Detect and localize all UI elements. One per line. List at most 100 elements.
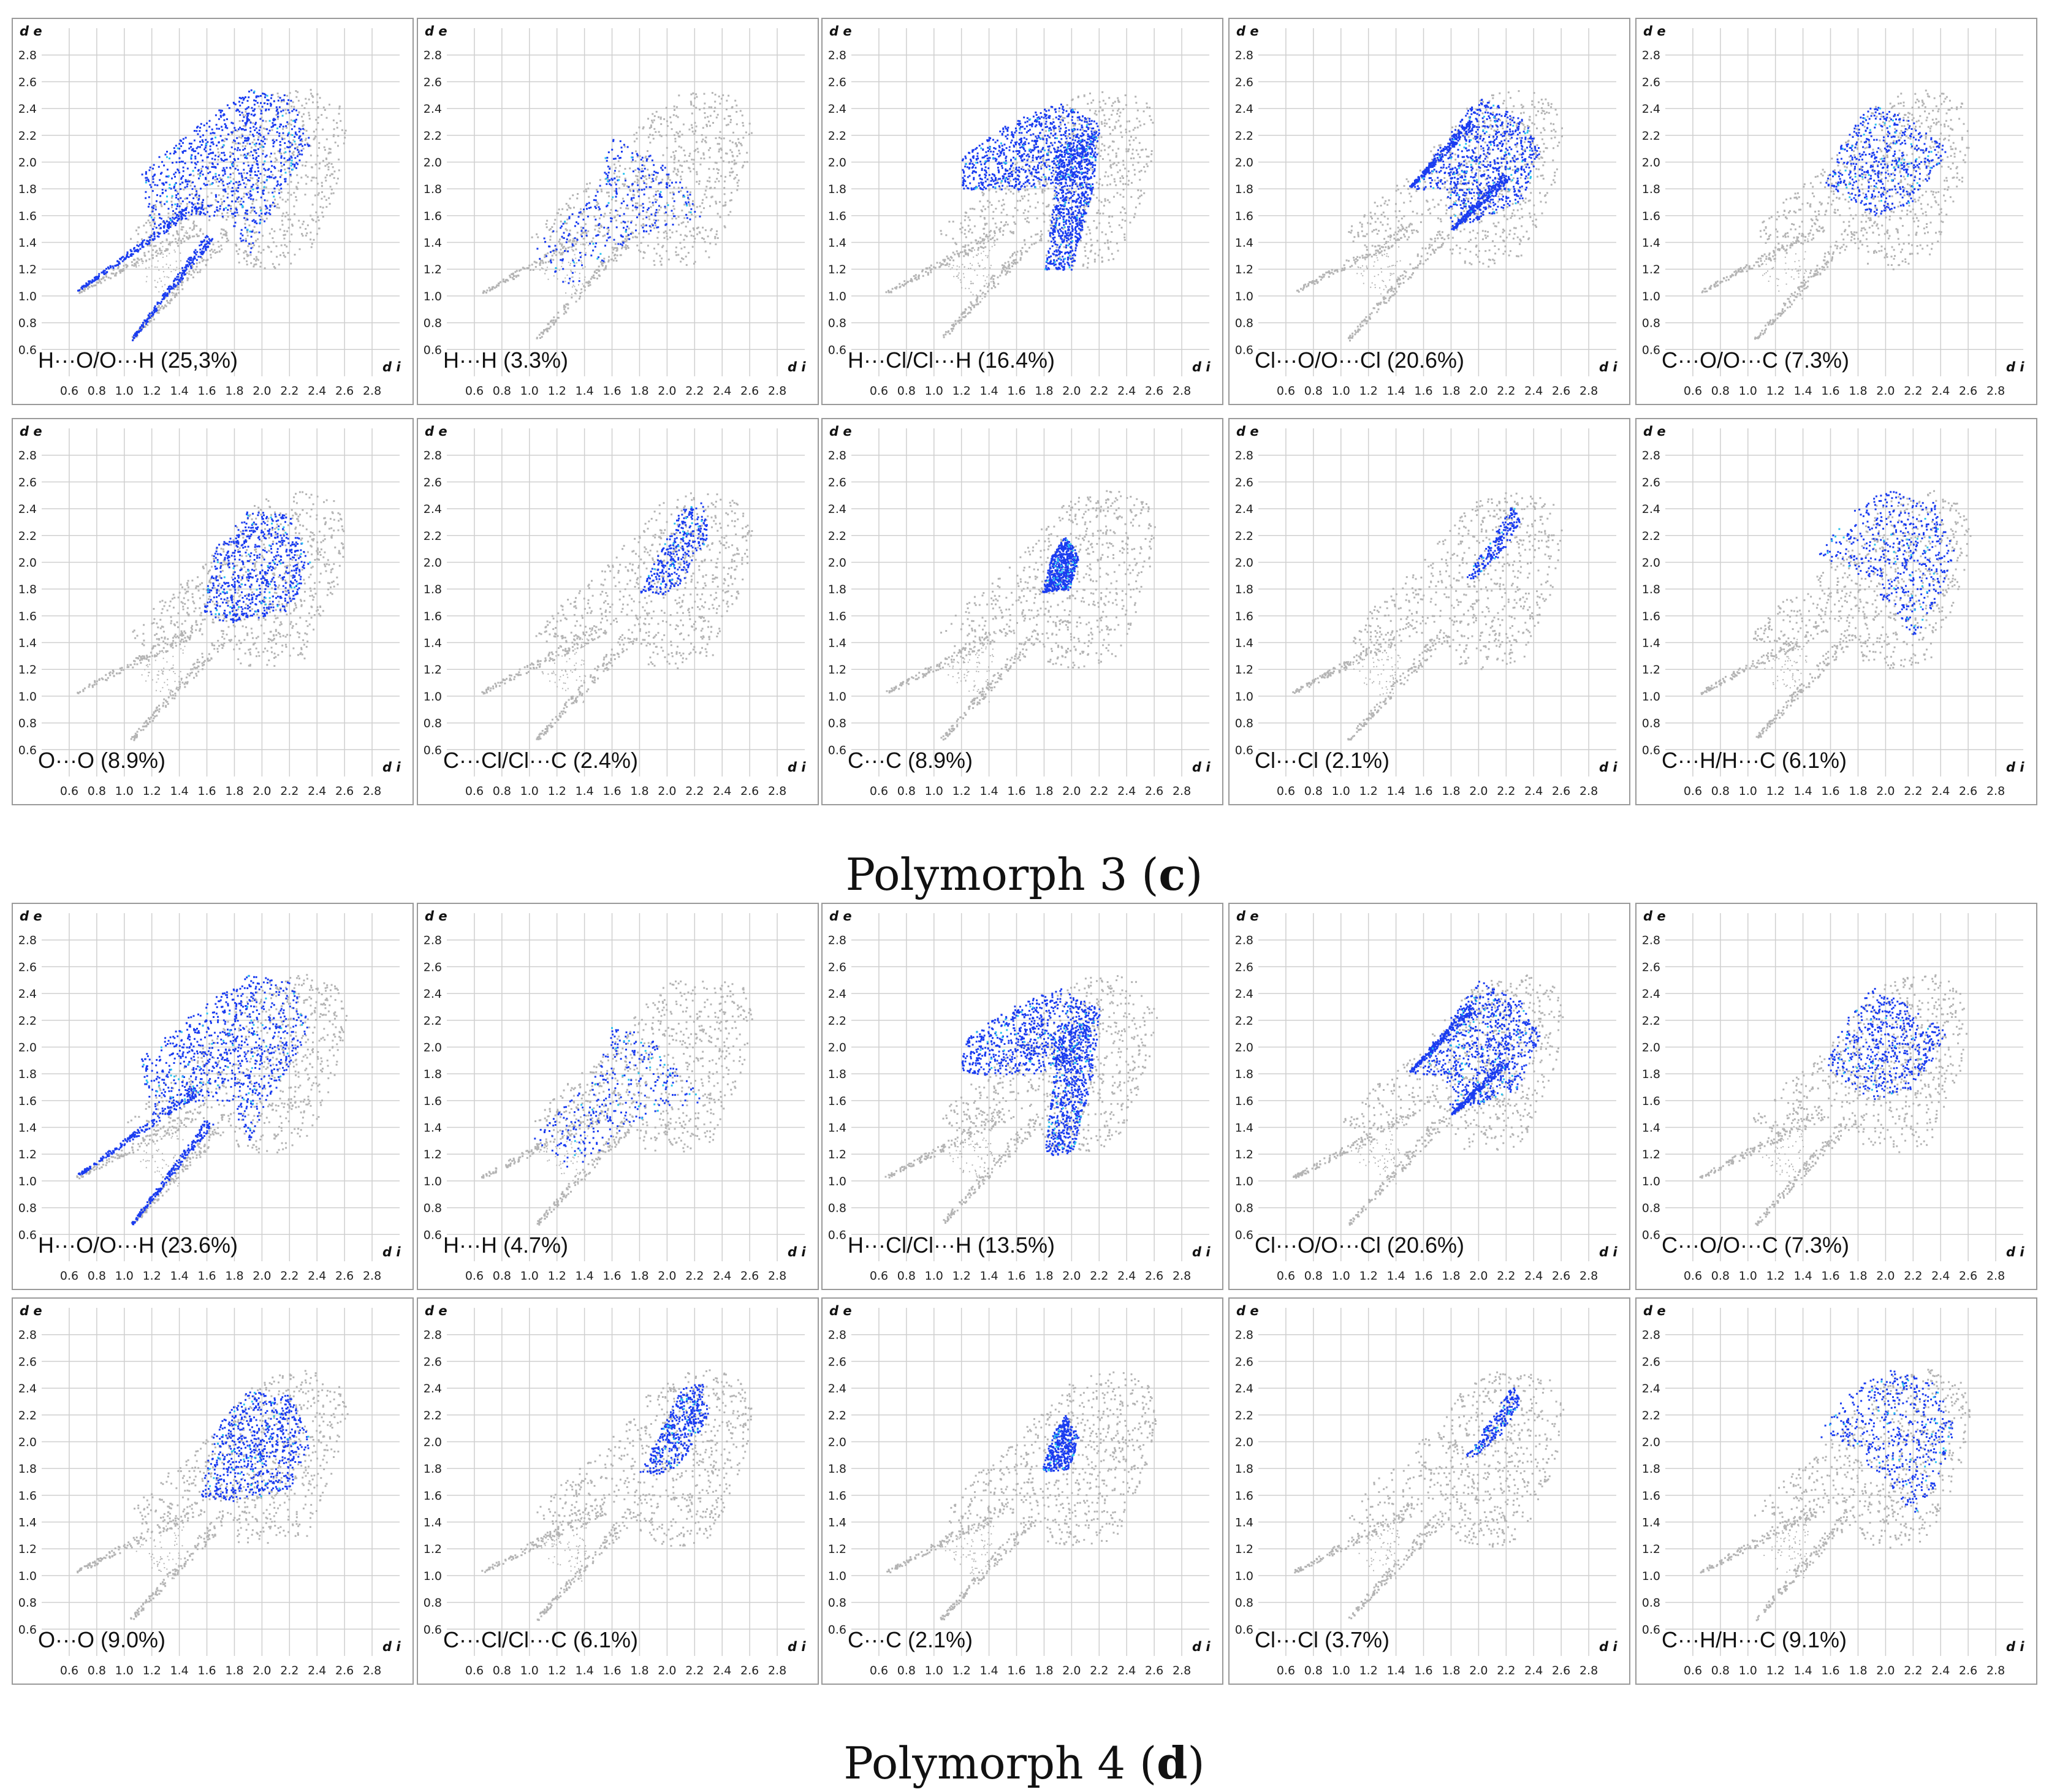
panel-frame [821, 903, 1223, 1290]
x-tick-label: 2.6 [740, 1664, 759, 1677]
x-axis-label: d i [1599, 1245, 1618, 1259]
y-tick-label: 0.6 [828, 743, 846, 757]
x-tick-label: 2.4 [1524, 1269, 1543, 1283]
contact-point-cloud [1409, 981, 1541, 1115]
y-tick-label: 0.8 [1642, 1596, 1660, 1610]
x-tick-label: 2.0 [1469, 384, 1488, 398]
y-axis-label: d e [1643, 424, 1666, 439]
y-tick-label: 1.2 [424, 263, 442, 276]
x-tick-label: 0.8 [897, 1664, 916, 1677]
x-axis-label: d i [1599, 1639, 1618, 1654]
x-tick-label: 1.2 [143, 1664, 161, 1677]
contact-type-label: H···Cl/Cl···H (13.5%) [848, 1232, 1055, 1258]
y-tick-label: 2.2 [18, 530, 37, 543]
x-tick-label: 2.2 [1497, 384, 1515, 398]
y-tick-label: 2.2 [1642, 1014, 1660, 1028]
y-tick-label: 2.8 [18, 1329, 37, 1342]
x-tick-label: 2.8 [363, 1664, 381, 1677]
x-axis-label: d i [1192, 1245, 1211, 1259]
fingerprint-panel: 0.6 0.8 1.0 1.2 1.4 1.6 1.8 2.0 2.2 2.4 2.6 2.8 0.6 0… [1228, 1297, 1630, 1685]
background-point-cloud [886, 490, 1156, 741]
fingerprint-panel: 0.6 0.8 1.0 1.2 1.4 1.6 1.8 2.0 2.2 2.4 2.6 2.8 0.6 0… [12, 1297, 414, 1685]
x-tick-label: 2.0 [658, 784, 676, 798]
fingerprint-panel: 0.6 0.8 1.0 1.2 1.4 1.6 1.8 2.0 2.2 2.4 2.6 2.8 0.6 0… [821, 18, 1223, 405]
x-tick-label: 2.0 [1062, 384, 1081, 398]
x-tick-label: 1.2 [1359, 784, 1378, 798]
x-tick-label: 1.6 [1007, 384, 1025, 398]
y-axis-label: d e [829, 424, 852, 439]
panel-frame [1228, 18, 1630, 405]
contact-type-label: C···Cl/Cl···C (2.4%) [443, 748, 638, 773]
y-tick-label: 2.4 [424, 102, 442, 116]
y-tick-label: 2.6 [828, 476, 846, 489]
y-tick-label: 1.2 [18, 1543, 37, 1556]
x-tick-label: 1.4 [576, 784, 594, 798]
y-tick-label: 2.0 [828, 156, 846, 169]
y-tick-label: 1.6 [1642, 610, 1660, 623]
y-tick-label: 0.8 [1235, 1596, 1253, 1610]
y-tick-label: 2.6 [424, 1355, 442, 1369]
y-tick-label: 2.4 [1642, 1382, 1660, 1395]
fingerprint-panel: 0.6 0.8 1.0 1.2 1.4 1.6 1.8 2.0 2.2 2.4 2.6 2.8 0.6 0… [417, 903, 819, 1290]
fingerprint-points [1293, 974, 1564, 1226]
y-tick-label: 0.8 [828, 317, 846, 330]
contact-type-label: Cl···Cl (3.7%) [1255, 1627, 1389, 1652]
caption-prefix: Polymorph 4 ( [843, 1737, 1157, 1789]
y-tick-label: 1.4 [1642, 237, 1660, 250]
contact-type-label: Cl···Cl (2.1%) [1255, 748, 1389, 773]
x-tick-label: 0.6 [465, 1664, 484, 1677]
fingerprint-points [77, 89, 347, 341]
polymorph-caption: Polymorph 4 (d) [843, 1737, 1204, 1789]
y-tick-label: 1.0 [18, 1175, 37, 1188]
y-tick-label: 1.4 [1235, 237, 1253, 250]
x-tick-label: 2.4 [308, 1269, 326, 1283]
x-tick-label: 2.8 [1173, 1664, 1191, 1677]
x-tick-label: 1.2 [1766, 1664, 1785, 1677]
fingerprint-points [884, 975, 1158, 1224]
y-tick-label: 0.6 [828, 1623, 846, 1636]
x-tick-label: 1.2 [143, 384, 161, 398]
x-tick-label: 1.8 [1035, 384, 1053, 398]
x-tick-label: 1.6 [197, 1664, 216, 1677]
contact-type-label: H···O/O···H (23.6%) [38, 1232, 238, 1258]
y-tick-label: 0.8 [424, 1202, 442, 1215]
background-point-cloud [481, 492, 753, 740]
x-tick-label: 2.6 [1145, 1664, 1163, 1677]
x-tick-label: 2.4 [1931, 384, 1950, 398]
fingerprint-panel: 0.6 0.8 1.0 1.2 1.4 1.6 1.8 2.0 2.2 2.4 2.6 2.8 0.6 0… [821, 1297, 1223, 1685]
y-tick-label: 0.8 [828, 717, 846, 731]
y-tick-label: 1.2 [18, 263, 37, 276]
panel-frame [12, 418, 414, 805]
y-tick-label: 2.8 [1642, 934, 1660, 947]
y-tick-label: 1.4 [828, 237, 846, 250]
contact-point-cloud [961, 988, 1101, 1156]
y-tick-label: 0.6 [424, 1228, 442, 1242]
contact-type-label: C···H/H···C (6.1%) [1662, 748, 1847, 773]
x-tick-label: 2.4 [308, 784, 326, 798]
x-tick-label: 0.6 [60, 1664, 78, 1677]
y-tick-label: 0.8 [424, 717, 442, 731]
contact-type-label: H···Cl/Cl···H (16.4%) [848, 347, 1055, 373]
x-tick-label: 2.4 [713, 1269, 731, 1283]
y-tick-label: 2.6 [828, 960, 846, 974]
y-tick-label: 1.8 [1642, 583, 1660, 596]
x-tick-label: 2.8 [363, 1269, 381, 1283]
x-tick-label: 1.0 [520, 1269, 539, 1283]
y-tick-label: 1.6 [1235, 1489, 1253, 1503]
x-tick-label: 1.4 [1387, 784, 1405, 798]
y-tick-label: 2.6 [424, 960, 442, 974]
x-tick-label: 2.6 [335, 1269, 354, 1283]
y-tick-label: 2.6 [1642, 960, 1660, 974]
x-tick-label: 2.0 [253, 1664, 271, 1677]
x-tick-label: 0.8 [1711, 784, 1730, 798]
contact-type-label: Cl···O/O···Cl (20.6%) [1255, 1232, 1464, 1258]
x-axis-label: d i [1192, 760, 1211, 775]
x-tick-label: 2.2 [280, 384, 298, 398]
y-tick-label: 2.0 [1235, 156, 1253, 169]
y-tick-label: 1.6 [18, 610, 37, 623]
y-tick-label: 1.2 [1642, 1148, 1660, 1161]
y-tick-label: 2.2 [18, 1409, 37, 1422]
y-tick-label: 1.8 [828, 1068, 846, 1081]
x-tick-label: 0.6 [1277, 1664, 1295, 1677]
y-tick-label: 0.6 [1642, 1228, 1660, 1242]
